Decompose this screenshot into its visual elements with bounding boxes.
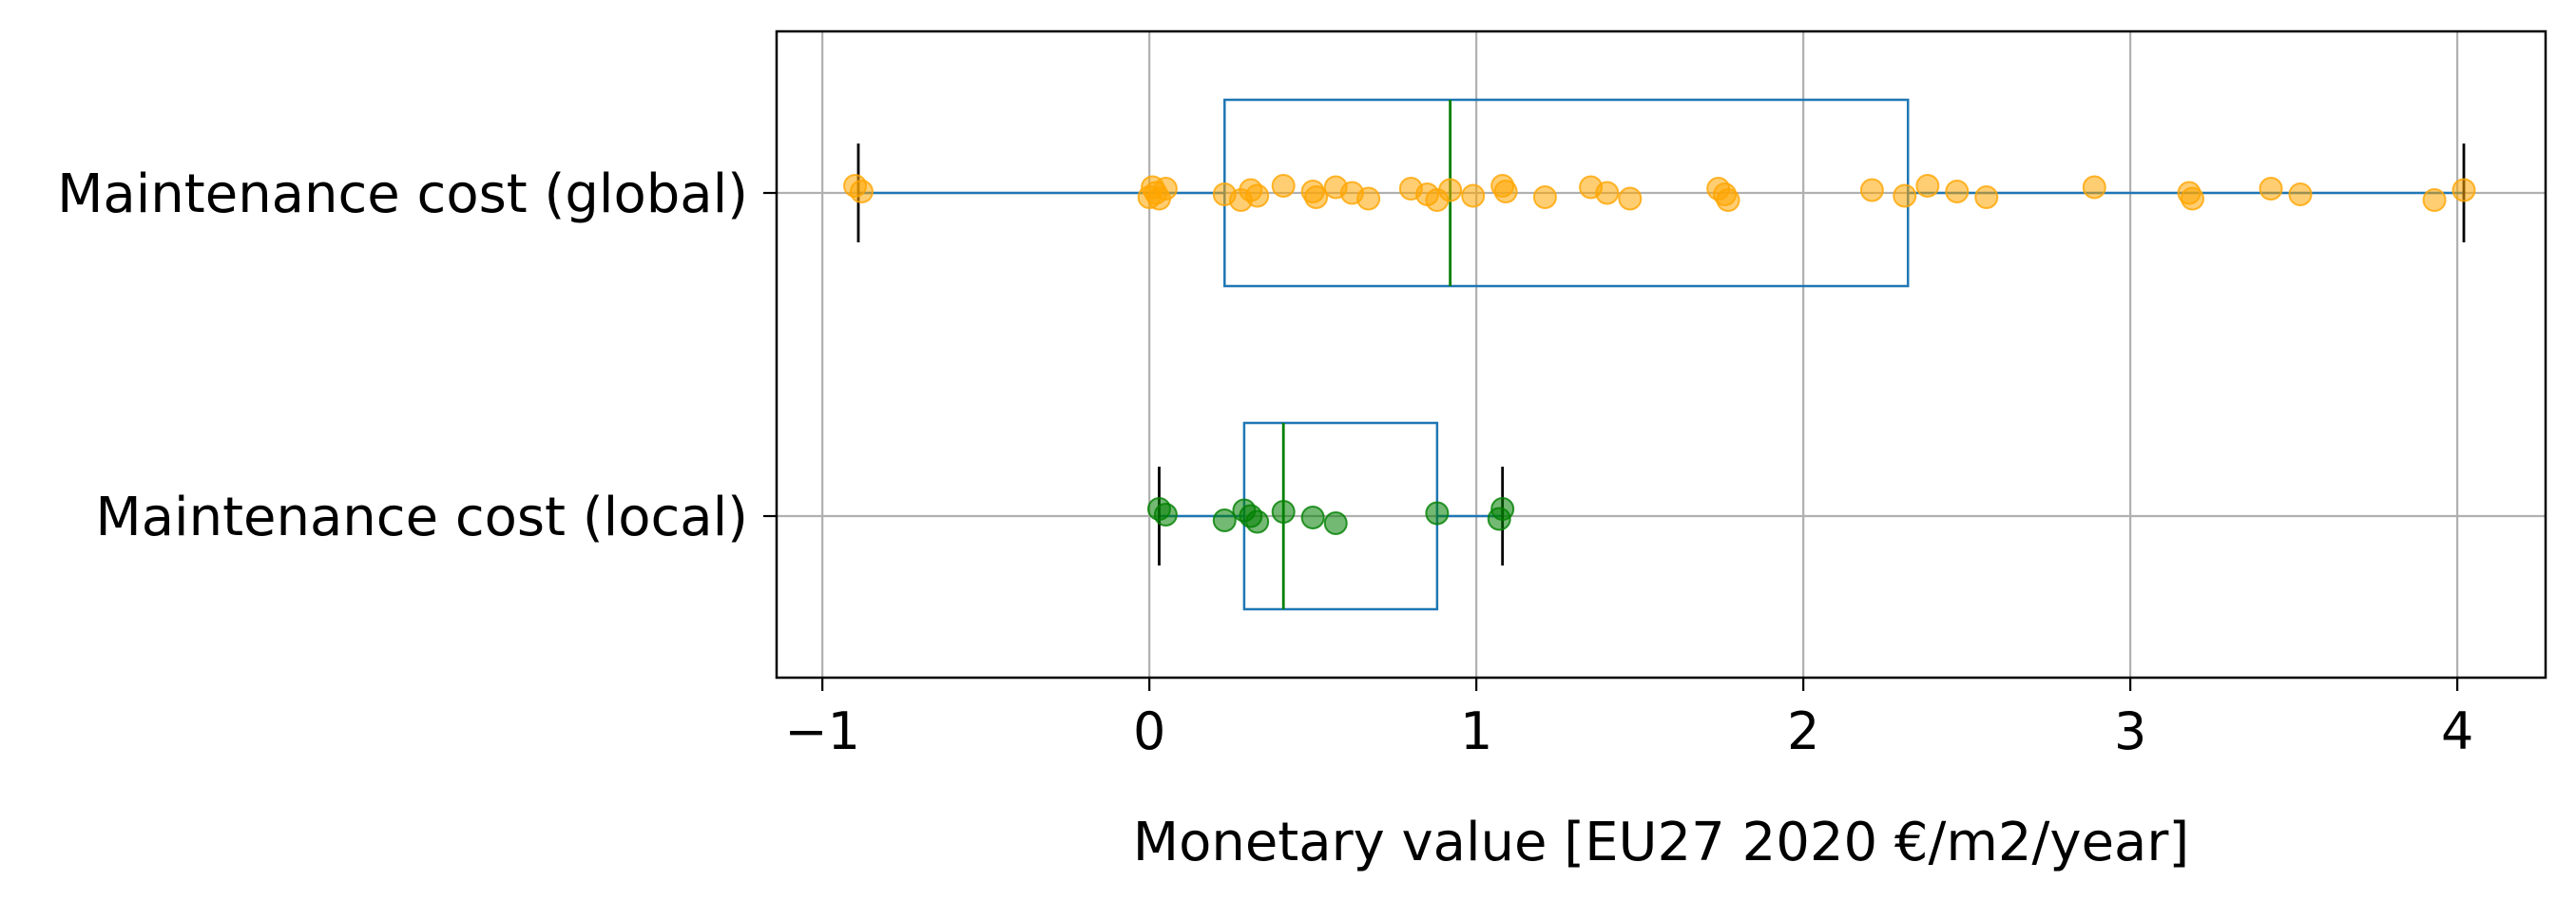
x-tick-label: 3	[2114, 701, 2146, 761]
data-point	[1595, 181, 1620, 205]
data-point	[1716, 188, 1740, 212]
data-point	[1915, 174, 1940, 198]
data-point	[1974, 185, 1999, 209]
data-point	[1356, 186, 1381, 211]
x-axis-label: Monetary value [EU27 2020 €/m2/year]	[1133, 812, 2189, 873]
data-point	[2180, 186, 2204, 211]
data-point	[1304, 185, 1329, 209]
data-point	[1618, 186, 1643, 211]
data-point	[1153, 177, 1178, 201]
data-point	[1245, 509, 1270, 534]
data-point	[1245, 183, 1270, 208]
data-point	[1893, 183, 1917, 208]
data-point	[1490, 497, 1515, 521]
data-point	[1271, 500, 1296, 524]
data-point	[1271, 174, 1296, 198]
x-tick-label: 2	[1787, 701, 1819, 761]
data-point	[2259, 177, 2283, 201]
data-point	[1212, 508, 1237, 532]
data-point	[2288, 182, 2313, 206]
box-layer	[856, 98, 2466, 611]
point-layer	[843, 174, 2476, 535]
plot-frame	[775, 29, 2547, 680]
data-point	[2082, 175, 2106, 200]
grid-layer	[777, 31, 2546, 678]
data-point	[1532, 185, 1557, 209]
data-point	[1438, 178, 1463, 202]
data-point	[1493, 180, 1518, 203]
x-tick-label: 1	[1460, 701, 1492, 761]
data-point	[1461, 183, 1486, 208]
data-point	[849, 180, 874, 203]
tick-layer: −1 0 1 2 3 4 Maintenance cost (global) Maintena…	[57, 163, 2473, 761]
data-point	[1425, 501, 1450, 526]
data-point	[1153, 503, 1178, 527]
x-tick-label: 0	[1133, 701, 1165, 761]
x-tick-label: 4	[2441, 701, 2473, 761]
data-point	[1945, 180, 1970, 203]
category-label: Maintenance cost (local)	[95, 487, 748, 548]
data-point	[1300, 506, 1325, 529]
x-tick-label: −1	[784, 701, 860, 761]
data-point	[2422, 188, 2447, 212]
data-point	[1859, 178, 1884, 202]
category-label: Maintenance cost (global)	[57, 163, 748, 225]
data-point	[2451, 178, 2476, 202]
data-point	[1323, 511, 1348, 535]
